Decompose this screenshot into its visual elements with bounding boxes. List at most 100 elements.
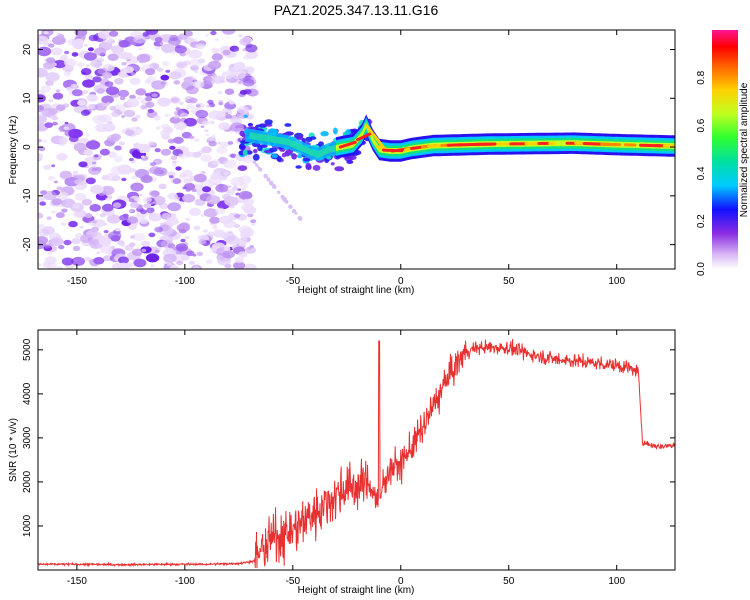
spectrogram-noise-blob [90,59,103,68]
spectrogram-noise-blob [106,214,121,224]
spectrogram-noise-blob [71,238,81,245]
spectrogram-noise-blob [145,30,159,35]
spectrogram-noise-blob [90,184,104,194]
spectrogram-noise-blob [202,120,210,126]
spectrogram-x-tick-label: -150 [67,276,87,287]
spectrogram-noise-blob [72,170,79,175]
spectrogram-ridge-blob [295,165,302,169]
spectrogram-noise-blob [115,227,121,232]
spectrogram-noise-blob [131,117,138,122]
spectrogram-noise-blob [119,141,125,146]
spectrogram-noise-blob [58,34,65,39]
spectrogram-noise-blob [119,214,129,221]
spectrogram-ridge-blob [297,135,303,139]
spectrogram-noise-blob [52,121,58,126]
spectrogram-noise-blob [144,93,151,97]
spectrogram-noise-blob [170,97,180,103]
spectrogram-noise-blob [124,129,135,136]
spectrogram-noise-blob [56,186,63,191]
spectrogram-noise-blob [139,193,143,197]
spectrogram-noise-blob [206,195,221,205]
spectrogram-noise-blob [52,116,58,120]
spectrogram-y-ticks: -20 -10 0 10 20 [22,44,675,252]
snr-x-tick-label: -50 [286,576,301,587]
spectrogram-ridge-blob [284,123,292,127]
spectrogram-noise-blob [50,237,64,246]
spectrogram-ridge-blob [310,136,317,140]
spectrogram-ridge-blob [347,155,357,161]
spectrogram-noise-blob [178,101,184,105]
spectrogram-noise-blob [140,174,153,184]
spectrogram-noise-blob [192,80,205,89]
colorbar-label: Normalized spectral amplitude [739,82,750,217]
spectrogram-noise-blob [53,180,58,184]
spectrogram-noise-blob [108,151,117,158]
spectrogram-noise-blob [241,191,253,199]
colorbar-ticks: 0.0 0.2 0.4 0.6 0.8 [696,70,707,276]
spectrogram-noise-blob [225,235,240,245]
spectrogram-tail-blob [263,173,268,179]
colorbar-gradient [712,30,738,269]
spectrogram-noise-blob [43,164,52,170]
snr-panel: -150 -100 -50 0 50 100 1000 2000 3000 4000 5000 H… [8,329,676,596]
spectrogram-noise-blob [46,57,56,64]
spectrogram-noise-blob [211,53,223,61]
spectrogram-image [38,30,675,269]
spectrogram-noise-blob [91,226,99,232]
spectrogram-noise-blob [121,115,126,118]
spectrogram-noise-blob [209,216,221,224]
snr-y-tick-label: 3000 [22,426,33,449]
spectrogram-noise-blob [112,202,122,208]
spectrogram-noise-blob [160,148,172,156]
spectrogram-noise-blob [238,225,252,235]
spectrogram-noise-blob [167,171,176,178]
spectrogram-noise-blob [203,229,208,233]
spectrogram-noise-blob [201,146,212,154]
spectrogram-noise-blob [132,232,146,242]
spectrogram-noise-blob [38,46,52,57]
spectrogram-noise-blob [38,154,43,160]
spectrogram-noise-blob [222,49,231,56]
spectrogram-noise-blob [80,109,91,116]
spectrogram-noise-blob [224,88,235,95]
spectrogram-noise-blob [219,256,225,260]
ridge-band-turbulent-core [249,132,336,158]
spectrogram-noise-blob [161,133,170,140]
spectrogram-noise-blob [169,145,176,150]
spectrogram-noise-blob [183,177,192,184]
spectrogram-noise-blob [238,251,248,258]
spectrogram-noise-blob [218,122,231,131]
spectrogram-noise-blob [202,186,212,193]
spectrogram-noise-blob [105,172,118,182]
spectrogram-noise-blob [208,140,217,147]
spectrogram-noise-blob [218,102,224,106]
spectrogram-noise-blob [71,40,84,48]
spectrogram-noise-blob [151,93,158,98]
spectrogram-noise-blob [133,258,147,268]
spectrogram-noise-blob [38,115,47,124]
spectrogram-noise-blob [88,34,99,42]
snr-frame [37,329,676,571]
spectrogram-noise-blob [45,80,54,86]
spectrogram-noise-blob [38,212,44,219]
spectrogram-noise-blob [84,256,91,261]
spectrogram-noise-blob [180,254,190,261]
spectrogram-noise-blob [195,109,209,119]
ridge-hot-segment [356,132,372,142]
spectrogram-noise-blob [179,222,190,230]
spectrogram-noise-blob [70,83,78,89]
colorbar-tick-label: 0.2 [696,214,707,228]
spectrogram-noise-blob [146,76,157,83]
spectrogram-noise-blob [208,60,222,70]
spectrogram-noise-blob [243,198,254,206]
spectrogram-noise-blob [71,256,85,266]
spectrogram-noise-blob [45,72,60,82]
spectrogram-noise-blob [43,61,55,70]
spectrogram-noise-blob [145,101,155,108]
spectrogram-noise-blob [178,200,185,205]
spectrogram-noise-blob [161,213,171,219]
spectrogram-noise-blob [85,133,90,137]
spectrogram-noise-blob [173,80,181,85]
spectrogram-ridge-blob [276,155,282,162]
spectrogram-noise-blob [163,253,177,263]
